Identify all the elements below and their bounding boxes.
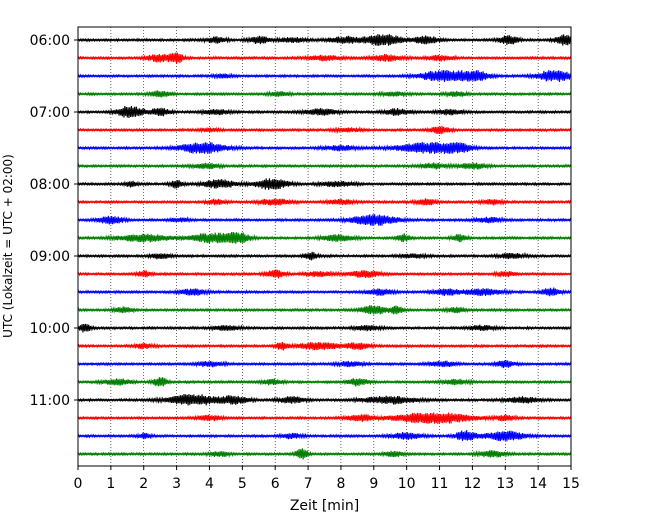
seismic-trace (77, 430, 572, 442)
x-axis: 0 1 2 3 4 5 6 7 8 9 10 11 12 13 14 15 (74, 466, 580, 492)
x-tick-label: 7 (304, 476, 313, 492)
y-tick-label: 09:00 (30, 249, 70, 265)
x-tick-label: 1 (106, 476, 115, 492)
x-tick-label: 5 (238, 476, 247, 492)
y-tick-label: 11:00 (30, 393, 70, 409)
y-tick-label: 07:00 (30, 105, 70, 121)
seismic-trace (77, 141, 572, 154)
x-tick-label: 8 (336, 476, 345, 492)
x-tick-label: 4 (205, 476, 214, 492)
x-tick-label: 15 (562, 476, 580, 492)
x-tick-label: 13 (496, 476, 514, 492)
x-tick-label: 3 (172, 476, 181, 492)
y-tick-label: 08:00 (30, 177, 70, 193)
x-tick-label: 10 (398, 476, 416, 492)
x-tick-label: 11 (431, 476, 449, 492)
plot-background (78, 27, 571, 466)
x-tick-label: 2 (139, 476, 148, 492)
x-tick-label: 14 (529, 476, 547, 492)
seismic-trace (77, 269, 572, 279)
y-axis-label: UTC (Lokalzeit = UTC + 02:00) (1, 154, 15, 338)
seismic-trace (77, 287, 572, 297)
plot-frame (77, 26, 572, 467)
y-tick-label: 06:00 (30, 33, 70, 49)
x-tick-label: 12 (463, 476, 481, 492)
seismic-trace (77, 251, 572, 261)
x-tick-label: 6 (271, 476, 280, 492)
y-axis: 06:00 07:00 08:00 09:00 10:00 11:00 (30, 33, 78, 409)
y-tick-label: 10:00 (30, 321, 70, 337)
x-tick-label: 0 (74, 476, 83, 492)
x-tick-label: 9 (369, 476, 378, 492)
trace-group (77, 34, 572, 460)
x-axis-label: Zeit [min] (290, 498, 359, 514)
